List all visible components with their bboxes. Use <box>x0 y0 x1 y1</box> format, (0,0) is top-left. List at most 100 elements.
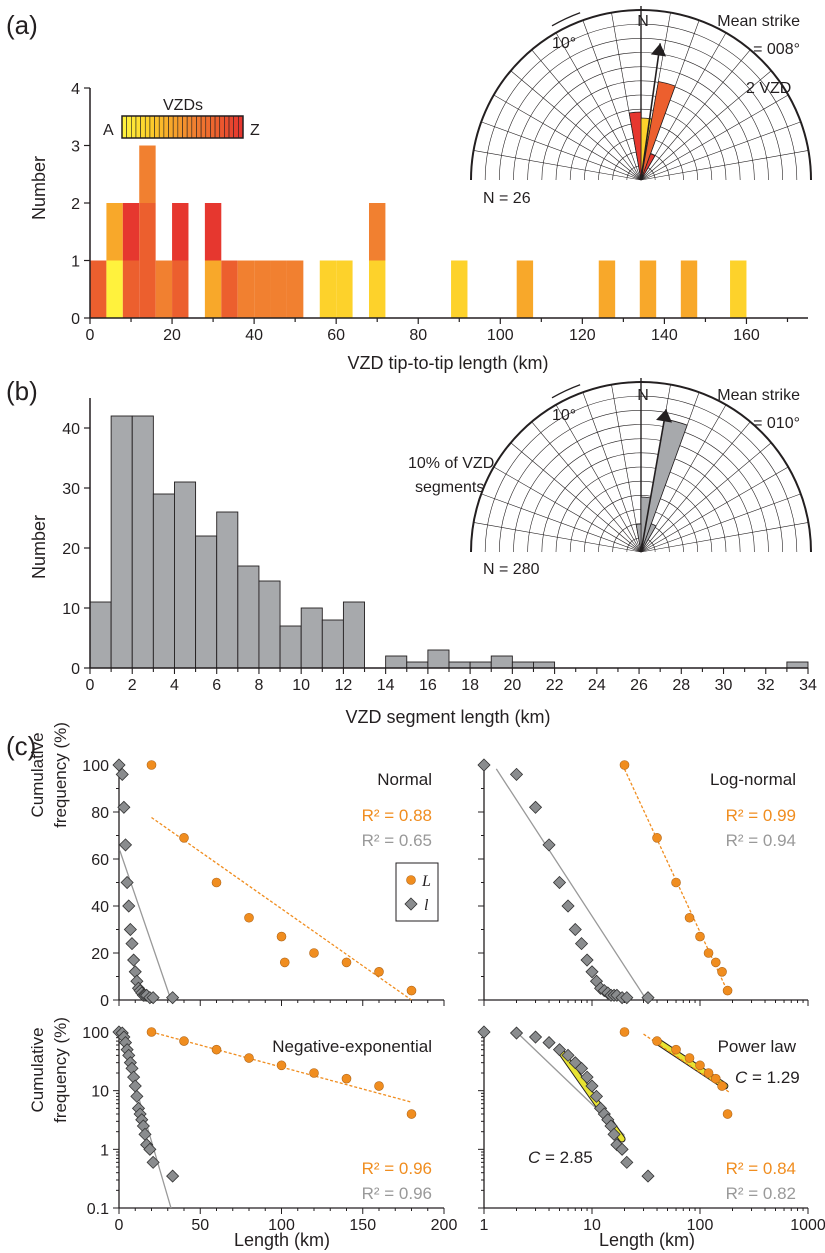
point-l <box>117 800 131 814</box>
x-tick-label-b: 14 <box>377 677 395 694</box>
point-l <box>138 1127 152 1141</box>
bar-b-17 <box>448 661 471 669</box>
legend-frame <box>121 115 244 139</box>
bar-a-9-0 <box>254 260 271 318</box>
y-tick-label-c: 80 <box>91 805 109 822</box>
bar-b-18 <box>469 661 492 669</box>
x-tick-label-b: 12 <box>335 677 353 694</box>
rose-a-spoke <box>493 94 642 181</box>
bar-b-16 <box>427 649 450 669</box>
legend-l-marker <box>404 897 418 911</box>
rose-b-spoke <box>473 522 642 553</box>
x-tick-label-a: 20 <box>163 327 181 344</box>
x-tick-label-b: 0 <box>86 677 95 694</box>
point-l <box>143 1142 157 1156</box>
x-tick-label-b: 28 <box>672 677 690 694</box>
x-tick-label-b: 20 <box>503 677 521 694</box>
legend-c: Ll <box>395 862 439 922</box>
y-tick-label-a: 0 <box>71 311 80 328</box>
y-tick-label-b: 30 <box>62 481 80 498</box>
rose-a-spoke <box>481 121 642 181</box>
bar-b-3 <box>152 493 175 669</box>
x-tick-label-a: 100 <box>487 327 514 344</box>
bar-b-5 <box>195 535 218 669</box>
x-tick-label-b: 26 <box>630 677 648 694</box>
point-L <box>374 1081 384 1091</box>
bar-b-14 <box>385 655 408 669</box>
x-tick-label-b: 6 <box>212 677 221 694</box>
plot-title: Log-normal <box>710 770 796 789</box>
bar-a-3-1 <box>139 203 156 261</box>
y-tick-label-c: 0 <box>100 993 109 1010</box>
y-tick-label-c: 20 <box>91 946 109 963</box>
bar-a-5-0 <box>172 260 189 318</box>
rose-a-mean-strike-value: = 008° <box>753 41 800 58</box>
point-L <box>671 877 681 888</box>
rose-a-spoke <box>555 32 642 181</box>
point-l <box>509 767 524 781</box>
bar-b-7 <box>237 565 260 669</box>
legend-cell <box>135 115 141 139</box>
x-tick-label-b: 4 <box>170 677 179 694</box>
point-l <box>118 838 133 852</box>
point-L <box>309 948 319 958</box>
legend-cell <box>126 115 132 139</box>
bar-a-15-0 <box>451 260 468 318</box>
panel-b: (b) Number 0 2 4 6 8 10 12 14 16 18 20 22 24 26 28 30 32… <box>6 376 817 727</box>
legend-cell <box>168 115 174 139</box>
point-l <box>641 991 655 1005</box>
point-L <box>341 1073 352 1084</box>
legend-cell <box>196 115 202 139</box>
point-l <box>509 1026 524 1040</box>
point-L <box>671 1044 681 1055</box>
legend-cell <box>131 115 137 139</box>
bar-a-8-0 <box>237 260 255 318</box>
bar-a-13-0 <box>336 260 353 318</box>
bar-b-8 <box>258 580 281 669</box>
rose-b-mean-strike: Mean strike <box>717 387 800 404</box>
point-l <box>552 1043 567 1057</box>
plot-c3: 0 50 100 150 200 0.1 1 10 100 Negative-exponentia… <box>82 1025 457 1234</box>
rose-a-spoke <box>582 20 642 181</box>
point-L <box>146 760 157 770</box>
r2-L: R² = 0.96 <box>362 1159 432 1178</box>
rose-b-spoke <box>481 493 642 553</box>
point-L <box>244 912 254 923</box>
bar-a-2-1 <box>122 203 140 261</box>
y-tick-label-c: 100 <box>82 758 109 775</box>
point-L <box>179 833 189 843</box>
point-l <box>528 1030 543 1044</box>
x-tick-label-a: 160 <box>733 327 760 344</box>
point-l <box>641 1169 655 1183</box>
point-l <box>607 1127 621 1141</box>
panel-c-xlabel-right: Length (km) <box>599 1230 695 1250</box>
point-L <box>276 931 287 942</box>
x-tick-label-a: 0 <box>86 327 95 344</box>
x-tick-label-a: 40 <box>245 327 263 344</box>
legend-L-marker <box>406 875 416 885</box>
bar-a-18-0 <box>639 260 657 318</box>
point-l <box>568 1056 582 1070</box>
bar-b-12 <box>342 601 365 669</box>
legend-l-label: l <box>424 897 429 914</box>
rose-b-sector-bracket <box>551 384 581 399</box>
rose-a-spoke <box>473 150 642 181</box>
panel-b-xlabel: VZD segment length (km) <box>345 707 550 727</box>
plot-title: Negative-exponential <box>272 1037 432 1056</box>
plot-c1: 0 20 40 60 80 100 Normal R² = 0.88 R² = 0.65 Ll <box>82 758 445 1010</box>
point-L <box>684 912 695 923</box>
point-l <box>589 1089 604 1103</box>
r2-L: R² = 0.88 <box>362 806 432 825</box>
bar-a-5-1 <box>172 203 189 261</box>
x-tick-label-a: 140 <box>651 327 678 344</box>
bar-a-1-1 <box>106 203 123 261</box>
rose-a-count: N = 26 <box>483 190 531 207</box>
point-l <box>542 838 556 852</box>
legend-cell <box>154 115 160 139</box>
rose-b-north: N <box>637 387 649 404</box>
legend-cell <box>163 115 169 139</box>
vzd-color-legend: VZDs A Z <box>103 97 260 139</box>
rose-a-mean-arrow <box>640 43 661 181</box>
rose-b-mean-strike-value: = 010° <box>753 415 800 432</box>
